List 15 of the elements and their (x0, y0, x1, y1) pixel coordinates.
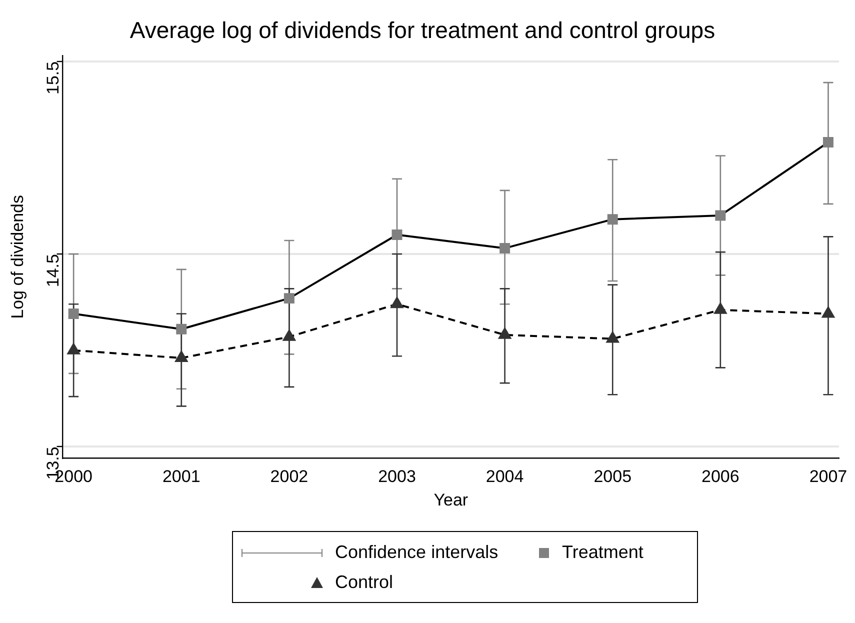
x-tick-label: 2001 (162, 467, 200, 486)
x-tick-label: 2004 (486, 467, 524, 486)
x-tick-label: 2003 (378, 467, 416, 486)
y-tick-label: 15.5 (43, 61, 62, 94)
x-tick-label: 2002 (270, 467, 308, 486)
chart-title: Average log of dividends for treatment and control groups (130, 17, 716, 44)
x-tick-label: 2005 (594, 467, 632, 486)
legend-label: Treatment (562, 542, 644, 562)
x-tick-label: 2006 (702, 467, 740, 486)
y-axis-title: Log of dividends (8, 194, 27, 319)
text: Confidence intervals (335, 542, 498, 562)
y-tick-label: 14.5 (43, 254, 62, 288)
x-axis-title: Year (434, 490, 468, 510)
x-tick-label: 2007 (809, 467, 848, 486)
legend-label: Control (335, 572, 394, 592)
